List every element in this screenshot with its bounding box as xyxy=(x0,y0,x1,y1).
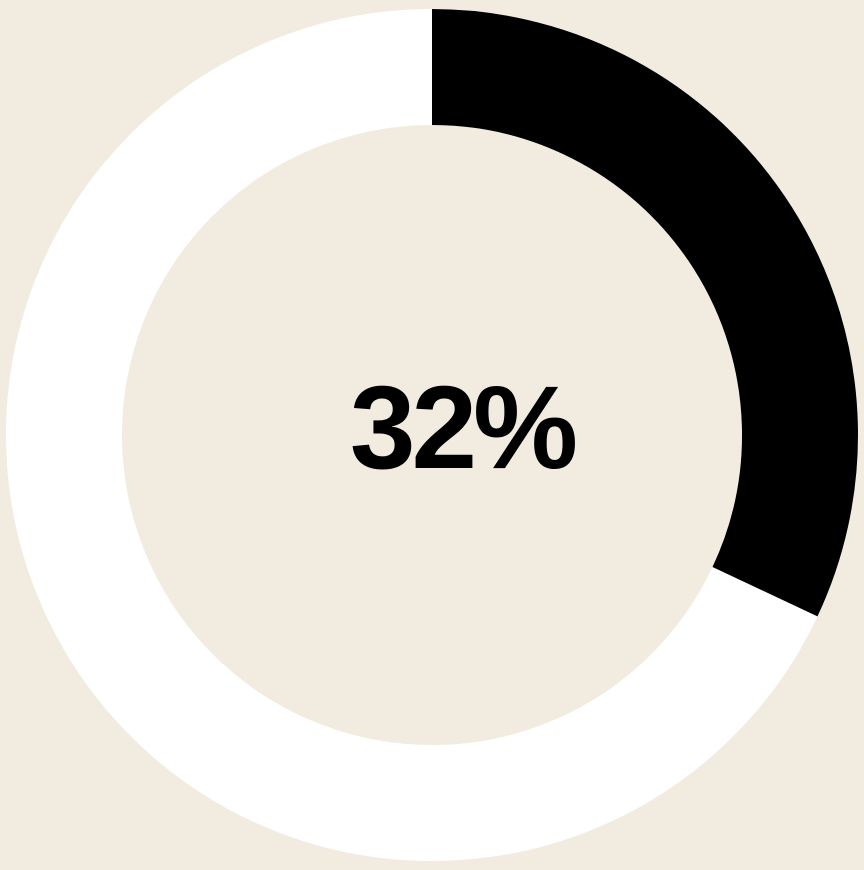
center-percentage-label: 32% xyxy=(350,362,575,494)
donut-filled-segment xyxy=(431,9,858,617)
